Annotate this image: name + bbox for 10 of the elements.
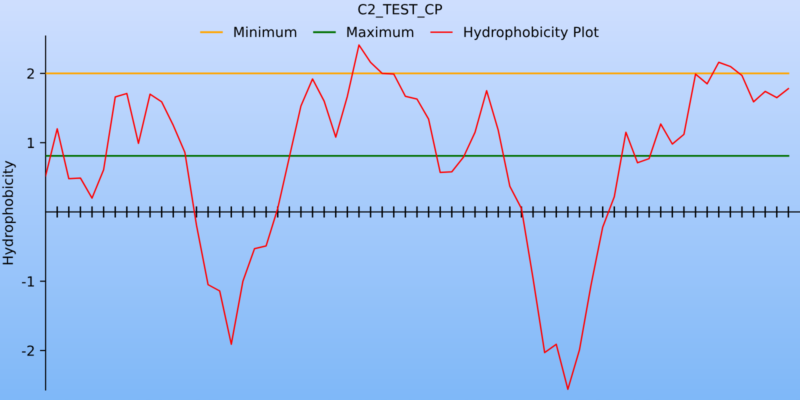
legend-label: Hydrophobicity Plot bbox=[464, 26, 599, 40]
y-tick-label: 2 bbox=[27, 68, 34, 79]
y-axis-title: Hydrophobicity bbox=[2, 160, 16, 264]
y-tick-label: -2 bbox=[22, 345, 34, 356]
y-tick-label: -1 bbox=[22, 276, 34, 287]
legend-label: Minimum bbox=[234, 26, 296, 38]
chart-title: C2_TEST_CP bbox=[358, 4, 442, 18]
y-tick-label: 1 bbox=[28, 138, 34, 148]
line-series bbox=[46, 44, 790, 390]
legend-label: Maximum bbox=[347, 26, 414, 38]
